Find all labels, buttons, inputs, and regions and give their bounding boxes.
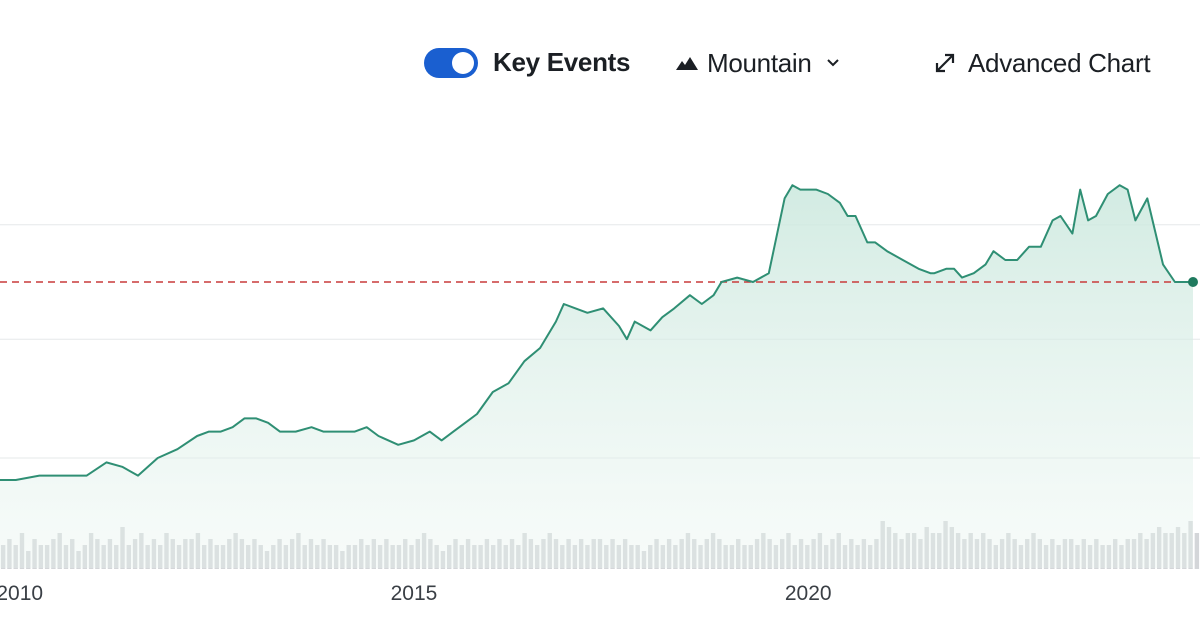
x-tick-label: 2015 — [391, 582, 438, 605]
chart-type-label: Mountain — [707, 47, 812, 78]
volume-bar — [1194, 533, 1200, 569]
chart-type-dropdown[interactable]: Mountain — [676, 44, 840, 82]
mountain-icon — [676, 57, 698, 70]
key-events-toggle[interactable] — [424, 48, 478, 78]
toggle-knob — [452, 52, 474, 74]
advanced-chart-button[interactable]: Advanced Chart — [934, 44, 1151, 82]
price-line — [0, 184, 1193, 481]
chart-toolbar: Key Events Mountain Advanced Chart — [0, 0, 1200, 128]
x-axis-ticks: 2010 2015 2020 — [0, 582, 832, 605]
key-events-label[interactable]: Key Events — [493, 47, 631, 77]
price-area — [0, 185, 1193, 568]
advanced-chart-label: Advanced Chart — [968, 47, 1151, 78]
expand-arrows-icon — [935, 53, 955, 73]
x-tick-label: 2020 — [785, 582, 832, 605]
last-price-marker — [1188, 277, 1198, 287]
chevron-down-icon — [826, 59, 839, 67]
x-tick-label: 2010 — [0, 582, 43, 605]
